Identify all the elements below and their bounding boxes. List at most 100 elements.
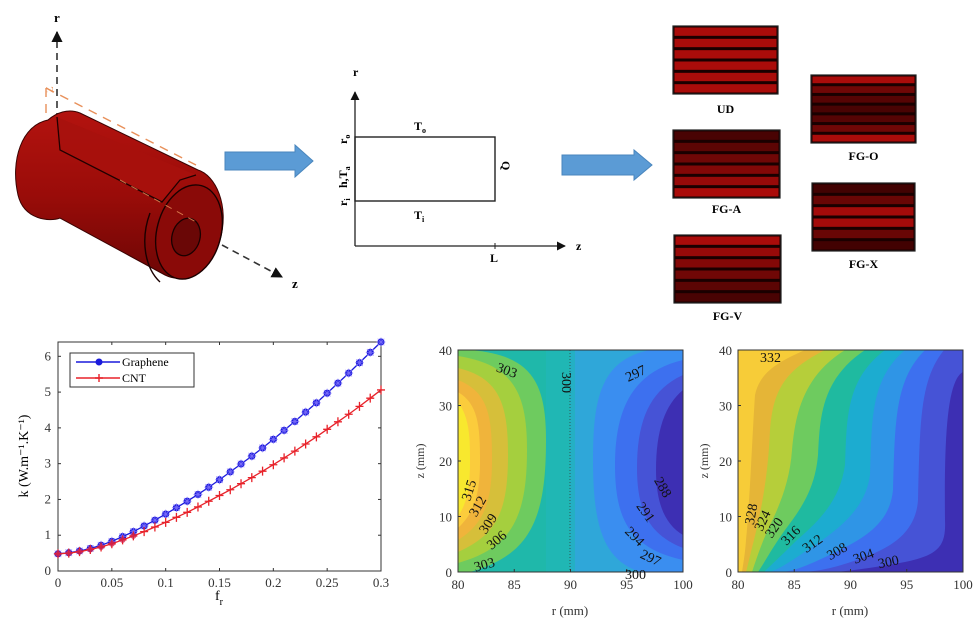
y-tick-label: 30 [439,399,452,414]
x-tick-label: 85 [788,577,801,592]
distribution-label: FG-X [849,257,879,271]
x-tick-label: 0.3 [373,575,389,590]
cnt-layer [813,184,914,193]
arrow-2 [561,148,653,182]
cnt-layer [813,241,914,250]
length-label: L [490,251,498,265]
z-axis-arrow [221,244,283,278]
data-point [312,432,321,442]
cnt-layer [674,38,777,48]
z-axis-label: z [292,276,298,291]
x-tick-label: 100 [673,577,693,592]
data-point [237,479,246,489]
cnt-layer [813,218,914,227]
conductivity-chart: 0 0.05 0.1 0.15 0.2 0.25 0.3 0 1 2 3 4 5 6 Graphene C… [17,337,389,608]
x-tick-label: 0.25 [316,575,339,590]
data-point [193,502,202,512]
y-tick-label: 2 [45,491,52,506]
inner-temp-label: Ti [414,208,425,224]
x-axis-label: r (mm) [552,603,588,618]
data-point [280,453,289,463]
x-tick-label: 90 [564,577,577,592]
cnt-layer [812,115,915,123]
cnt-layer [675,236,780,245]
cnt-layer [674,72,777,82]
data-point [161,517,170,527]
right-arrow-icon [561,148,653,182]
cnt-layer [674,142,779,152]
x-tick-label: 0.15 [208,575,231,590]
cnt-layer [674,154,779,163]
y-tick-label: 4 [45,420,52,435]
cnt-layer [812,86,915,93]
cnt-layer [675,259,780,268]
contour-label: 300 [877,553,901,572]
y-axis-label: z (mm) [413,444,427,479]
y-tick-label: 10 [439,510,452,525]
y-tick-label: 20 [439,454,452,469]
data-point [183,507,192,517]
x-axis-label: r (mm) [832,603,868,618]
y-tick-label: 10 [719,510,732,525]
data-point [247,473,256,483]
r-axis-label-2d: r [353,65,359,79]
svg-text:ri: ri [336,198,352,206]
cylinder-schematic: r z Z [15,10,298,291]
legend-label-graphene: Graphene [122,355,169,369]
cnt-layer [674,188,779,197]
contour-label: 304 [851,546,876,567]
y-tick-label: 5 [45,384,52,399]
data-point [333,417,342,427]
distribution-fg-v: FG-V [673,234,782,323]
x-tick-label: 0.1 [158,575,174,590]
distribution-fg-x: FG-X [811,182,916,271]
contour-label: 303 [494,361,519,382]
data-point [204,496,213,506]
legend-marker-cnt [95,374,103,382]
distribution-fg-o: FG-O [810,74,917,163]
distribution-label: UD [717,102,735,116]
cnt-layer [674,27,777,36]
data-point [150,522,159,532]
x-tick-label: 95 [900,577,913,592]
cnt-layer [674,131,779,140]
cnt-layer [674,84,777,93]
data-point [301,439,310,449]
arrow-1 [224,143,314,179]
r-axis-label: r [54,10,60,25]
contour-label: 300 [558,372,573,393]
cnt-distribution-patterns: UD FG-O FG-A FG-X FG-V [672,25,917,323]
x-tick-label: 85 [508,577,521,592]
left-boundary-labels: ri h,Ta ro [336,135,352,206]
contour-label: 315 [459,478,480,503]
cnt-layer [675,247,780,257]
cnt-layer [813,195,914,205]
distribution-ud: UD [672,25,779,116]
y-tick-label: 3 [45,456,52,471]
domain-rectangle [354,136,496,202]
x-tick-label: 0.2 [265,575,281,590]
contour-label: 300 [625,568,646,583]
y-axis-label: z (mm) [697,444,711,479]
svg-text:ro: ro [336,135,352,144]
axisymmetric-schematic: r z To Ti Q L ri h,Ta ro [336,65,582,265]
outer-temp-label: To [414,119,426,135]
cnt-layer [675,293,780,302]
series-cnt [54,385,385,559]
cnt-layer [813,229,914,239]
x-tick-label: 100 [953,577,973,592]
contour-label: 303 [473,556,497,576]
cnt-layer [674,50,777,59]
x-tick-label: 95 [620,577,633,592]
data-point [226,485,235,495]
distribution-label: FG-A [712,202,742,216]
x-tick-label: 80 [732,577,745,592]
contour-label: 328 [743,503,761,526]
cnt-layer [812,125,915,132]
data-point [377,385,385,395]
data-point [258,466,267,476]
y-tick-label: 0 [446,565,453,580]
y-tick-label: 40 [719,343,732,358]
y-tick-label: 0 [45,563,52,578]
x-tick-label: 90 [844,577,857,592]
